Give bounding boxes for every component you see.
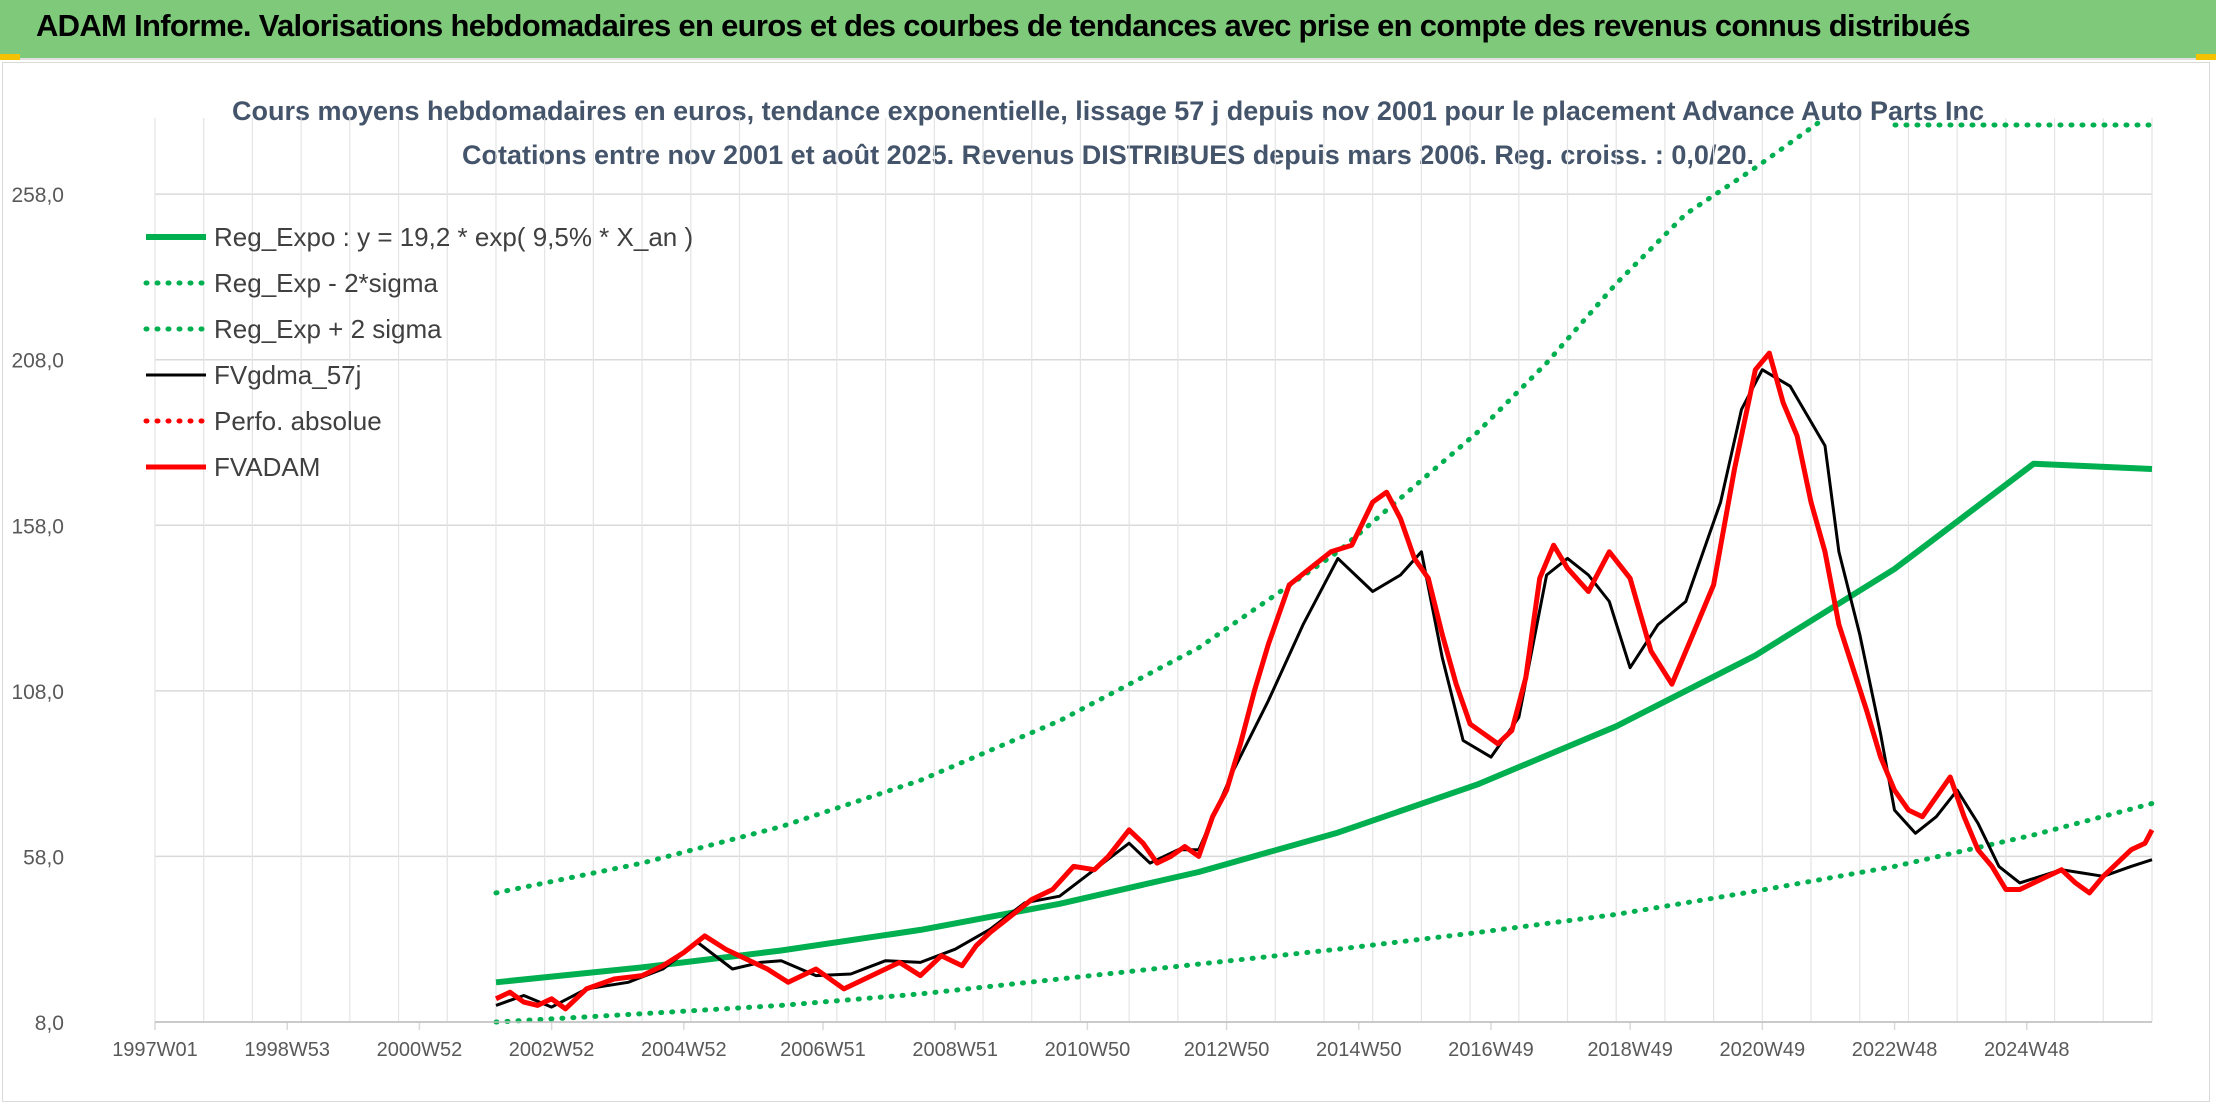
legend-label: Reg_Expo : y = 19,2 * exp( 9,5% * X_an ) [214, 222, 693, 252]
x-tick-label: 2006W51 [780, 1039, 866, 1061]
y-tick-label: 208,0 [11, 350, 64, 373]
legend: Reg_Expo : y = 19,2 * exp( 9,5% * X_an )… [143, 222, 693, 482]
x-tick-label: 2002W52 [509, 1039, 595, 1061]
series-line-fvadam [494, 350, 2155, 1012]
y-tick-label: 258,0 [11, 184, 64, 207]
x-tick-label: 2004W52 [641, 1039, 727, 1061]
series-line-reg-exp-2-sigma [493, 801, 2155, 1025]
x-tick-label: 2020W49 [1720, 1039, 1806, 1061]
x-tick-label: 1997W01 [112, 1039, 198, 1061]
chart-frame [2, 62, 2210, 1102]
series-line-reg-exp-2-sigma [493, 115, 1828, 896]
x-tick-label: 2022W48 [1852, 1039, 1938, 1061]
page-title: ADAM Informe. Valorisations hebdomadaire… [36, 8, 1971, 43]
legend-label: Reg_Exp + 2 sigma [214, 314, 442, 344]
legend-label: FVADAM [214, 452, 320, 482]
chart-subtitle: Cotations entre nov 2001 et août 2025. R… [462, 140, 1754, 170]
grid [154, 118, 2153, 1023]
y-tick-label: 58,0 [23, 846, 64, 869]
y-tick-label: 108,0 [11, 681, 64, 704]
x-tick-label: 1998W53 [244, 1039, 330, 1061]
series-layer [493, 115, 2155, 1025]
header-bar: ADAM Informe. Valorisations hebdomadaire… [0, 0, 2216, 60]
legend-label: Reg_Exp - 2*sigma [214, 268, 439, 298]
series-line-reg-expo-y-19-2-exp-9-5-x-an [495, 460, 2153, 986]
chart-title: Cours moyens hebdomadaires en euros, ten… [232, 96, 1984, 126]
x-tick-label: 2008W51 [912, 1039, 998, 1061]
x-tick-label: 2024W48 [1984, 1039, 2070, 1061]
x-tick-label: 2000W52 [377, 1039, 463, 1061]
y-tick-label: 158,0 [11, 515, 64, 538]
legend-label: Perfo. absolue [214, 406, 382, 436]
x-tick-label: 2012W50 [1184, 1039, 1270, 1061]
x-tick-label: 2010W50 [1045, 1039, 1131, 1061]
x-tick-label: 2016W49 [1448, 1039, 1534, 1061]
y-tick-label: 8,0 [35, 1012, 64, 1035]
corner-marker-right [2196, 54, 2216, 60]
x-tick-label: 2018W49 [1587, 1039, 1673, 1061]
x-tick-label: 2014W50 [1316, 1039, 1402, 1061]
axes: 8,0 58,0 108,0 158,0 208,0 258,0 1997W01 1998W5… [11, 184, 2152, 1061]
legend-label: FVgdma_57j [214, 360, 361, 390]
corner-marker-left [0, 54, 20, 60]
